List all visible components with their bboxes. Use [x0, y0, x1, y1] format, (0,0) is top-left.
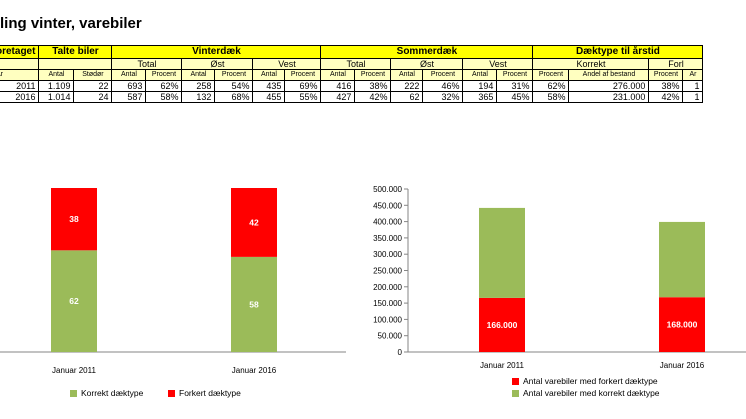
bar-data-label: 168.000	[667, 320, 698, 330]
header-sommerdaek: Sommerdæk	[320, 45, 534, 59]
table-cell: 42%	[354, 91, 392, 103]
legend-swatch-green	[70, 390, 77, 397]
y-tick-label: 200.000	[373, 283, 402, 292]
y-tick-label: 400.000	[373, 218, 402, 227]
legend2-item-korrekt: Antal varebiler med korrekt dæktype	[512, 388, 660, 398]
legend-item-forkert: Forkert dæktype	[168, 388, 241, 398]
x-tick-label: Januar 2011	[480, 361, 524, 370]
y-tick-label: 250.000	[373, 267, 402, 276]
bar-segment	[51, 188, 97, 251]
bar-data-label: 62	[69, 296, 79, 306]
table-cell: 1	[682, 80, 704, 92]
y-tick-label: 350.000	[373, 234, 402, 243]
bar-segment	[231, 188, 277, 257]
y-tick-label: 300.000	[373, 250, 402, 259]
y-tick-label: 0	[398, 348, 403, 357]
x-tick-label: Januar 2016	[660, 361, 705, 370]
y-tick-label: 100.000	[373, 315, 402, 324]
bar-segment	[479, 297, 525, 352]
x-tick-label: Januar 2011	[52, 366, 96, 375]
y-tick-label: 50.000	[378, 332, 403, 341]
bar-segment	[659, 221, 705, 298]
legend2-item-forkert: Antal varebiler med forkert dæktype	[512, 376, 658, 386]
bar-data-label: 166.000	[487, 320, 518, 330]
legend2-label-forkert: Antal varebiler med forkert dæktype	[523, 376, 658, 386]
header-foretaget: oretaget	[0, 45, 40, 59]
bar-data-label: 38	[69, 214, 79, 224]
y-tick-label: 150.000	[373, 299, 402, 308]
page-title: ling vinter, varebiler	[0, 15, 142, 32]
table-cell: 1.014	[38, 91, 75, 103]
header-daektype: Dæktype til årstid	[532, 45, 704, 59]
legend2-swatch-green	[512, 390, 519, 397]
header3-cell: Ar	[682, 69, 704, 81]
legend2-swatch-red	[512, 378, 519, 385]
legend2-label-korrekt: Antal varebiler med korrekt dæktype	[523, 388, 660, 398]
bar-segment	[51, 250, 97, 352]
table-cell: 55%	[284, 91, 322, 103]
bar-segment	[231, 256, 277, 352]
bar-data-label: 42	[249, 217, 259, 227]
table-cell: 45%	[496, 91, 534, 103]
table-cell: 2016	[0, 91, 40, 103]
bar-segment	[479, 207, 525, 298]
bar-segment	[659, 297, 705, 352]
y-tick-label: 500.000	[373, 185, 402, 194]
legend-swatch-red	[168, 390, 175, 397]
y-tick-label: 450.000	[373, 201, 402, 210]
table-cell: 1	[682, 91, 704, 103]
legend-label-forkert: Forkert dæktype	[179, 388, 241, 398]
x-tick-label: Januar 2016	[232, 366, 277, 375]
data-table: oretaget Talte biler Vinterdæk Sommerdæk…	[0, 45, 704, 103]
legend-item-korrekt: Korrekt dæktype	[70, 388, 143, 398]
table-cell: 24	[73, 91, 113, 103]
bar-data-label: 58	[249, 299, 259, 309]
legend-label-korrekt: Korrekt dæktype	[81, 388, 144, 398]
